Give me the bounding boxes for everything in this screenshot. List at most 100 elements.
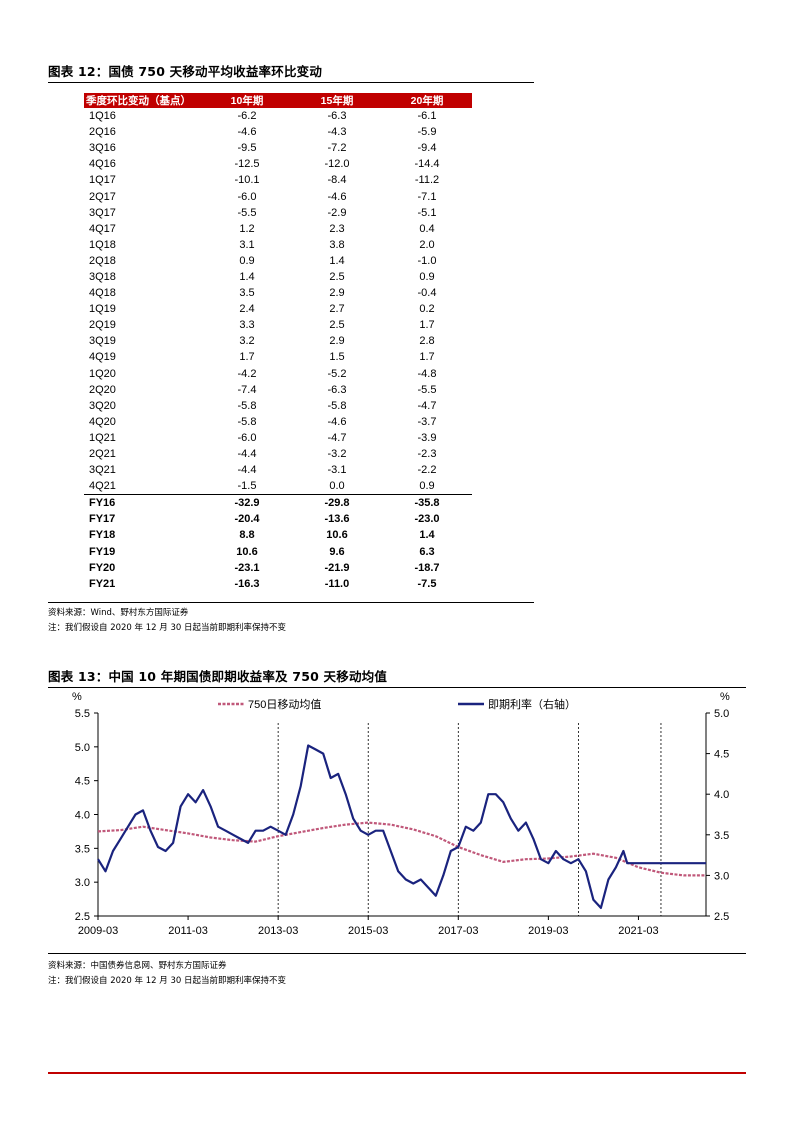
quarter-row: 3Q21 -4.4 -3.1 -2.2: [84, 462, 472, 478]
cell-value: -6.0: [237, 431, 257, 444]
quarter-row: 3Q20 -5.8 -5.8 -4.7: [84, 398, 472, 414]
quarter-row: 1Q19 2.4 2.7 0.2: [84, 301, 472, 317]
table-source: 资料来源：Wind、野村东方国际证券: [48, 608, 189, 618]
table-note: 注：我们假设自 2020 年 12 月 30 日起当前即期利率保持不变: [48, 623, 286, 633]
cell-value: 2.9: [329, 335, 345, 348]
row-label: FY20: [89, 561, 116, 574]
cell-value: -6.3: [327, 110, 347, 123]
cell-value: -12.5: [234, 158, 260, 171]
cell-value: -9.5: [237, 142, 257, 155]
left-axis-tick-label: 5.0: [75, 742, 90, 754]
cell-value: 6.3: [419, 545, 435, 558]
cell-value: -5.8: [237, 399, 257, 412]
cell-value: 0.9: [239, 254, 255, 267]
cell-value: -5.8: [327, 399, 347, 412]
cell-value: -8.4: [327, 174, 347, 187]
row-label: 2Q19: [89, 319, 116, 332]
left-axis-tick-label: 2.5: [75, 911, 90, 923]
row-label: 2Q17: [89, 190, 116, 203]
legend-spot-yield-label: 即期利率（右轴）: [488, 697, 576, 711]
row-label: FY17: [89, 513, 116, 526]
fiscal-year-row: FY16 -32.9 -29.8 -35.8: [84, 494, 472, 512]
cell-value: 1.2: [239, 222, 255, 235]
cell-value: -12.0: [324, 158, 350, 171]
cell-value: -2.3: [417, 448, 437, 461]
header-tenor: 15年期: [292, 93, 382, 108]
footer-rule: [48, 1072, 746, 1074]
cell-value: -7.2: [327, 142, 347, 155]
row-label: 4Q21: [89, 480, 116, 493]
cell-value: -2.2: [417, 464, 437, 477]
cell-value: -4.8: [417, 367, 437, 380]
row-label: 3Q20: [89, 399, 116, 412]
cell-value: -3.9: [417, 431, 437, 444]
fiscal-year-row: FY19 10.6 9.6 6.3: [84, 544, 472, 560]
cell-value: -4.6: [237, 126, 257, 139]
quarter-row: 4Q16 -12.5 -12.0 -14.4: [84, 156, 472, 172]
fiscal-year-row: FY20 -23.1 -21.9 -18.7: [84, 560, 472, 576]
cell-value: -5.2: [327, 367, 347, 380]
yield-chart: % % 5.5 5.0 4.5 4.0 3.5 3.0 2.5 5.0 4.5 4.0 3.5 3.0 2.…: [72, 691, 730, 937]
quarter-row: 3Q18 1.4 2.5 0.9: [84, 269, 472, 285]
yield-change-table: 季度环比变动（基点） 10年期 15年期 20年期 1Q16 -6.2 -6.3 -6.1 2…: [84, 93, 472, 592]
row-label: FY16: [84, 494, 202, 512]
quarter-row: 4Q19 1.7 1.5 1.7: [84, 349, 472, 365]
cell-value: 0.0: [329, 480, 345, 493]
cell-value: -4.6: [327, 415, 347, 428]
chart-top-rule: [48, 687, 746, 688]
cell-value: 1.4: [329, 254, 345, 267]
quarter-row: 3Q17 -5.5 -2.9 -5.1: [84, 205, 472, 221]
cell-value: -4.7: [327, 431, 347, 444]
quarter-row: 3Q16 -9.5 -7.2 -9.4: [84, 140, 472, 156]
cell-value: -1.5: [237, 480, 257, 493]
row-label: 4Q18: [89, 287, 116, 300]
cell-value: -13.6: [324, 513, 350, 526]
row-label: 1Q19: [89, 303, 116, 316]
quarter-row: 1Q17 -10.1 -8.4 -11.2: [84, 172, 472, 188]
cell-value: -7.5: [417, 577, 437, 590]
fiscal-year-row: FY21 -16.3 -11.0 -7.5: [84, 576, 472, 592]
legend-moving-average-label: 750日移动均值: [248, 698, 321, 711]
cell-value: 3.3: [239, 319, 255, 332]
row-label: 4Q17: [89, 222, 116, 235]
row-label: FY21: [89, 577, 116, 590]
row-label: 3Q16: [89, 142, 116, 155]
right-axis-tick-label: 4.0: [714, 789, 729, 801]
right-axis-tick-label: 2.5: [714, 911, 729, 923]
row-label: 1Q18: [89, 238, 116, 251]
row-label: 1Q20: [89, 367, 116, 380]
left-axis-tick-label: 4.5: [75, 776, 90, 788]
cell-value: -0.4: [417, 287, 437, 300]
cell-value: 1.4: [419, 529, 435, 542]
row-label: 1Q16: [89, 110, 116, 123]
row-label: FY19: [89, 545, 116, 558]
fiscal-year-row: FY17 -20.4 -13.6 -23.0: [84, 511, 472, 527]
cell-value: -6.0: [237, 190, 257, 203]
cell-value: -7.4: [237, 383, 257, 396]
cell-value: 2.0: [419, 238, 435, 251]
cell-value: -16.3: [234, 577, 260, 590]
figure-12-title: 图表 12：国债 750 天移动平均收益率环比变动: [48, 64, 323, 79]
quarter-row: 2Q19 3.3 2.5 1.7: [84, 317, 472, 333]
cell-value: -9.4: [417, 142, 437, 155]
quarter-row: 2Q16 -4.6 -4.3 -5.9: [84, 124, 472, 140]
quarter-row: 1Q18 3.1 3.8 2.0: [84, 237, 472, 253]
moving-average-line: [97, 821, 706, 877]
cell-value: -6.2: [237, 110, 257, 123]
header-tenor: 10年期: [202, 93, 292, 108]
table-top-rule: [48, 82, 534, 83]
cell-value: -23.0: [414, 513, 440, 526]
cell-value: -10.1: [234, 174, 260, 187]
cell-value: -4.2: [237, 367, 257, 380]
cell-value: -3.1: [327, 464, 347, 477]
quarter-row: 2Q18 0.9 1.4 -1.0: [84, 253, 472, 269]
cell-value: -6.1: [417, 110, 437, 123]
cell-value: 0.4: [419, 222, 435, 235]
right-axis-unit: %: [720, 691, 730, 703]
left-axis-tick-label: 3.5: [75, 843, 90, 855]
x-axis-tick-label: 2017-03: [438, 925, 478, 937]
cell-value: -18.7: [414, 561, 440, 574]
x-axis-tick-label: 2021-03: [618, 925, 658, 937]
quarter-row: 1Q16 -6.2 -6.3 -6.1: [84, 108, 472, 124]
row-label: 3Q19: [89, 335, 116, 348]
